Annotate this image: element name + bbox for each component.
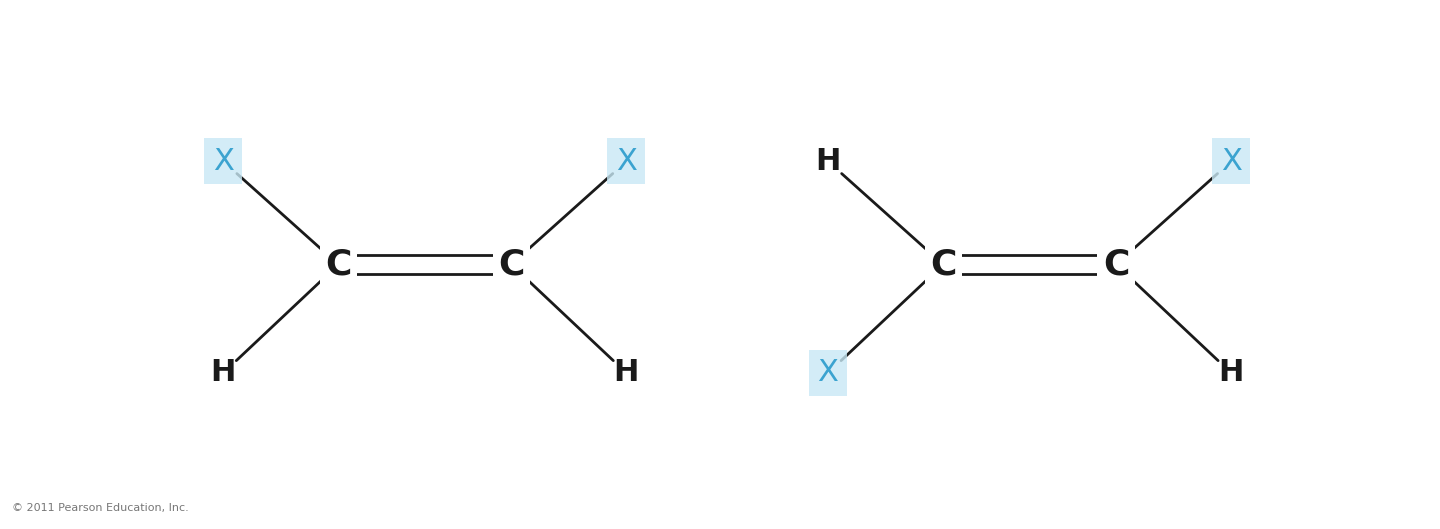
Text: X: X: [818, 359, 838, 387]
Text: X: X: [616, 147, 636, 176]
Text: X: X: [213, 147, 233, 176]
Text: C: C: [325, 248, 351, 281]
Text: C: C: [1103, 248, 1129, 281]
Text: © 2011 Pearson Education, Inc.: © 2011 Pearson Education, Inc.: [12, 503, 189, 513]
Text: X: X: [1221, 147, 1241, 176]
Text: H: H: [613, 359, 639, 387]
Text: H: H: [815, 147, 841, 176]
Text: C: C: [930, 248, 956, 281]
Text: H: H: [1218, 359, 1244, 387]
Text: H: H: [210, 359, 236, 387]
Text: C: C: [498, 248, 524, 281]
